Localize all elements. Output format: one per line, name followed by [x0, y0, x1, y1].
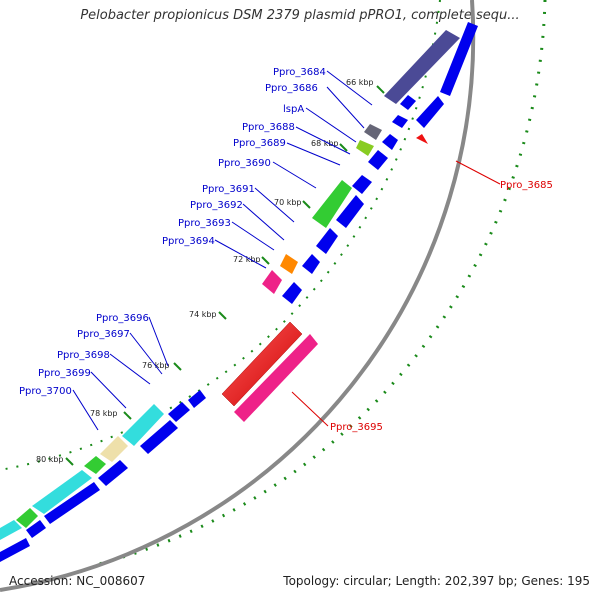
cds-feature	[336, 195, 364, 228]
gene-block-ppro3693	[262, 270, 282, 294]
leader-line	[305, 107, 357, 143]
leader-line	[326, 86, 365, 129]
leader-line	[326, 70, 373, 106]
map-title: Pelobacter propionicus DSM 2379 plasmid …	[80, 8, 520, 23]
gene-label[interactable]: Ppro_3692	[190, 200, 243, 211]
tick-label: 70 kbp	[274, 198, 302, 207]
cds-feature	[352, 175, 372, 194]
sequence-summary: Topology: circular; Length: 202,397 bp; …	[283, 574, 590, 588]
outer-dotted-ring	[94, 0, 547, 567]
tick-mark	[173, 362, 182, 371]
tick-mark	[123, 411, 132, 420]
gene-label[interactable]: Ppro_3690	[218, 158, 271, 169]
leader-line	[295, 126, 351, 155]
tick-marks: 66 kbp 68 kbp 70 kbp 72 kbp 74 kbp 76 kb…	[36, 78, 385, 466]
gene-labels: Ppro_3684 Ppro_3686 lspA Ppro_3688 Ppro_…	[19, 67, 553, 433]
gene-label[interactable]: Ppro_3700	[19, 386, 72, 397]
gene-block-green3	[16, 508, 38, 528]
cds-feature	[368, 150, 388, 170]
gene-label[interactable]: Ppro_3697	[77, 329, 130, 340]
cds-feature	[316, 228, 338, 254]
tick-label: 74 kbp	[189, 310, 217, 319]
accession-text: Accession: NC_008607	[9, 574, 146, 588]
gene-block-lspa	[356, 140, 374, 156]
cds-feature	[0, 538, 30, 562]
cds-feature	[416, 96, 444, 128]
gene-label[interactable]: Ppro_3691	[202, 184, 255, 195]
tick-label: 78 kbp	[90, 409, 118, 418]
leader-line	[291, 391, 329, 427]
gene-label[interactable]: Ppro_3684	[273, 67, 326, 78]
gene-label[interactable]: Ppro_3694	[162, 236, 215, 247]
gene-label[interactable]: Ppro_3693	[178, 218, 231, 229]
gene-label[interactable]: lspA	[283, 104, 304, 115]
gene-block-ppro3695-pink	[234, 334, 318, 422]
gene-block-ppro3699	[122, 404, 164, 446]
cds-feature	[440, 22, 478, 96]
gene-label[interactable]: Ppro_3689	[233, 138, 286, 149]
leader-line	[109, 353, 151, 385]
leader-line	[231, 221, 275, 251]
red-features	[221, 134, 428, 422]
gene-block-cyan3	[0, 520, 22, 540]
leader-lines	[72, 70, 373, 431]
gene-label[interactable]: Ppro_3686	[265, 83, 318, 94]
leader-line	[455, 160, 501, 185]
leader-line	[286, 142, 341, 166]
gene-label[interactable]: Ppro_3696	[96, 313, 149, 324]
leader-line	[90, 371, 127, 409]
gene-block-cyan2	[32, 470, 92, 514]
cds-track-blue	[0, 22, 478, 562]
cds-feature	[400, 95, 416, 110]
tick-label: 80 kbp	[36, 455, 64, 464]
tick-label: 66 kbp	[346, 78, 374, 87]
gene-label[interactable]: Ppro_3698	[57, 350, 110, 361]
cds-feature	[26, 520, 46, 538]
backbone-ring	[0, 0, 476, 592]
gene-block-ppro3690	[312, 180, 352, 228]
gene-block-green2	[84, 456, 106, 474]
tick-mark	[218, 311, 227, 320]
cds-feature	[44, 482, 100, 524]
tick-label: 68 kbp	[311, 139, 339, 148]
leader-line	[272, 161, 317, 189]
leader-line	[254, 187, 295, 223]
leader-line	[129, 332, 163, 375]
gene-label[interactable]: Ppro_3688	[242, 122, 295, 133]
inner-dotted-ring	[0, 0, 441, 471]
leader-line	[148, 316, 169, 367]
gene-block-ppro3685	[416, 134, 428, 144]
leader-line	[72, 389, 99, 431]
gene-block-ppro3700	[100, 436, 128, 462]
gene-label[interactable]: Ppro_3695	[330, 422, 383, 433]
tick-mark	[65, 457, 74, 466]
tick-label: 72 kbp	[233, 255, 261, 264]
gene-block-ppro3684	[384, 30, 460, 104]
leader-line	[214, 239, 267, 269]
tick-mark	[302, 200, 311, 209]
tick-mark	[376, 85, 385, 94]
gene-label[interactable]: Ppro_3699	[38, 368, 91, 379]
cds-feature	[98, 460, 128, 486]
gene-label[interactable]: Ppro_3685	[500, 180, 553, 191]
cds-feature	[382, 134, 398, 150]
cds-feature	[168, 402, 190, 422]
tick-mark	[339, 143, 348, 152]
tick-mark	[261, 256, 270, 265]
gene-block-ppro3694	[280, 254, 298, 274]
leader-lines-red	[291, 160, 501, 427]
cds-feature	[282, 282, 302, 304]
cds-feature	[302, 254, 320, 274]
leader-line	[242, 203, 285, 241]
cds-feature	[188, 390, 206, 408]
gene-block-ppro3686	[364, 124, 382, 140]
cds-feature	[392, 115, 408, 128]
feature-track-colored	[0, 30, 460, 540]
gene-block-ppro3695-red	[221, 321, 303, 407]
cds-feature	[140, 420, 178, 454]
